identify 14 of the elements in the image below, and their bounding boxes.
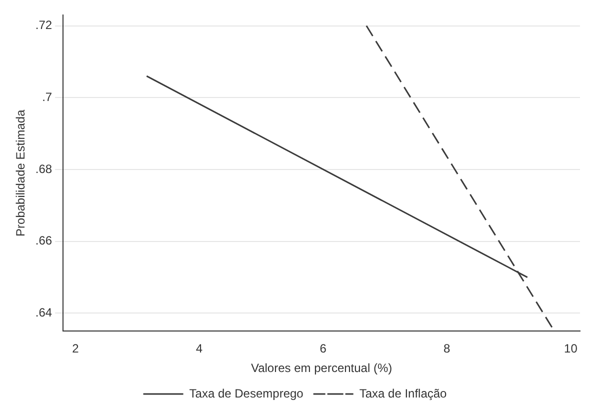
x-tick-label: 10	[564, 342, 578, 356]
legend-label: Taxa de Desemprego	[189, 386, 304, 400]
x-axis-title: Valores em percentual (%)	[250, 361, 392, 376]
x-tick-label: 6	[320, 342, 327, 356]
y-tick-label: .7	[42, 90, 52, 104]
y-tick-label: .68	[35, 162, 52, 176]
y-tick-label: .72	[35, 18, 52, 32]
x-tick-label: 8	[444, 342, 451, 356]
y-tick-label: .64	[35, 306, 52, 320]
y-tick-label: .66	[35, 234, 52, 248]
x-tick-label: 4	[196, 342, 203, 356]
x-tick-label: 2	[72, 342, 80, 356]
legend-label: Taxa de Inflação	[359, 386, 448, 400]
y-axis-title: Probabilidade Estimada	[14, 109, 28, 236]
